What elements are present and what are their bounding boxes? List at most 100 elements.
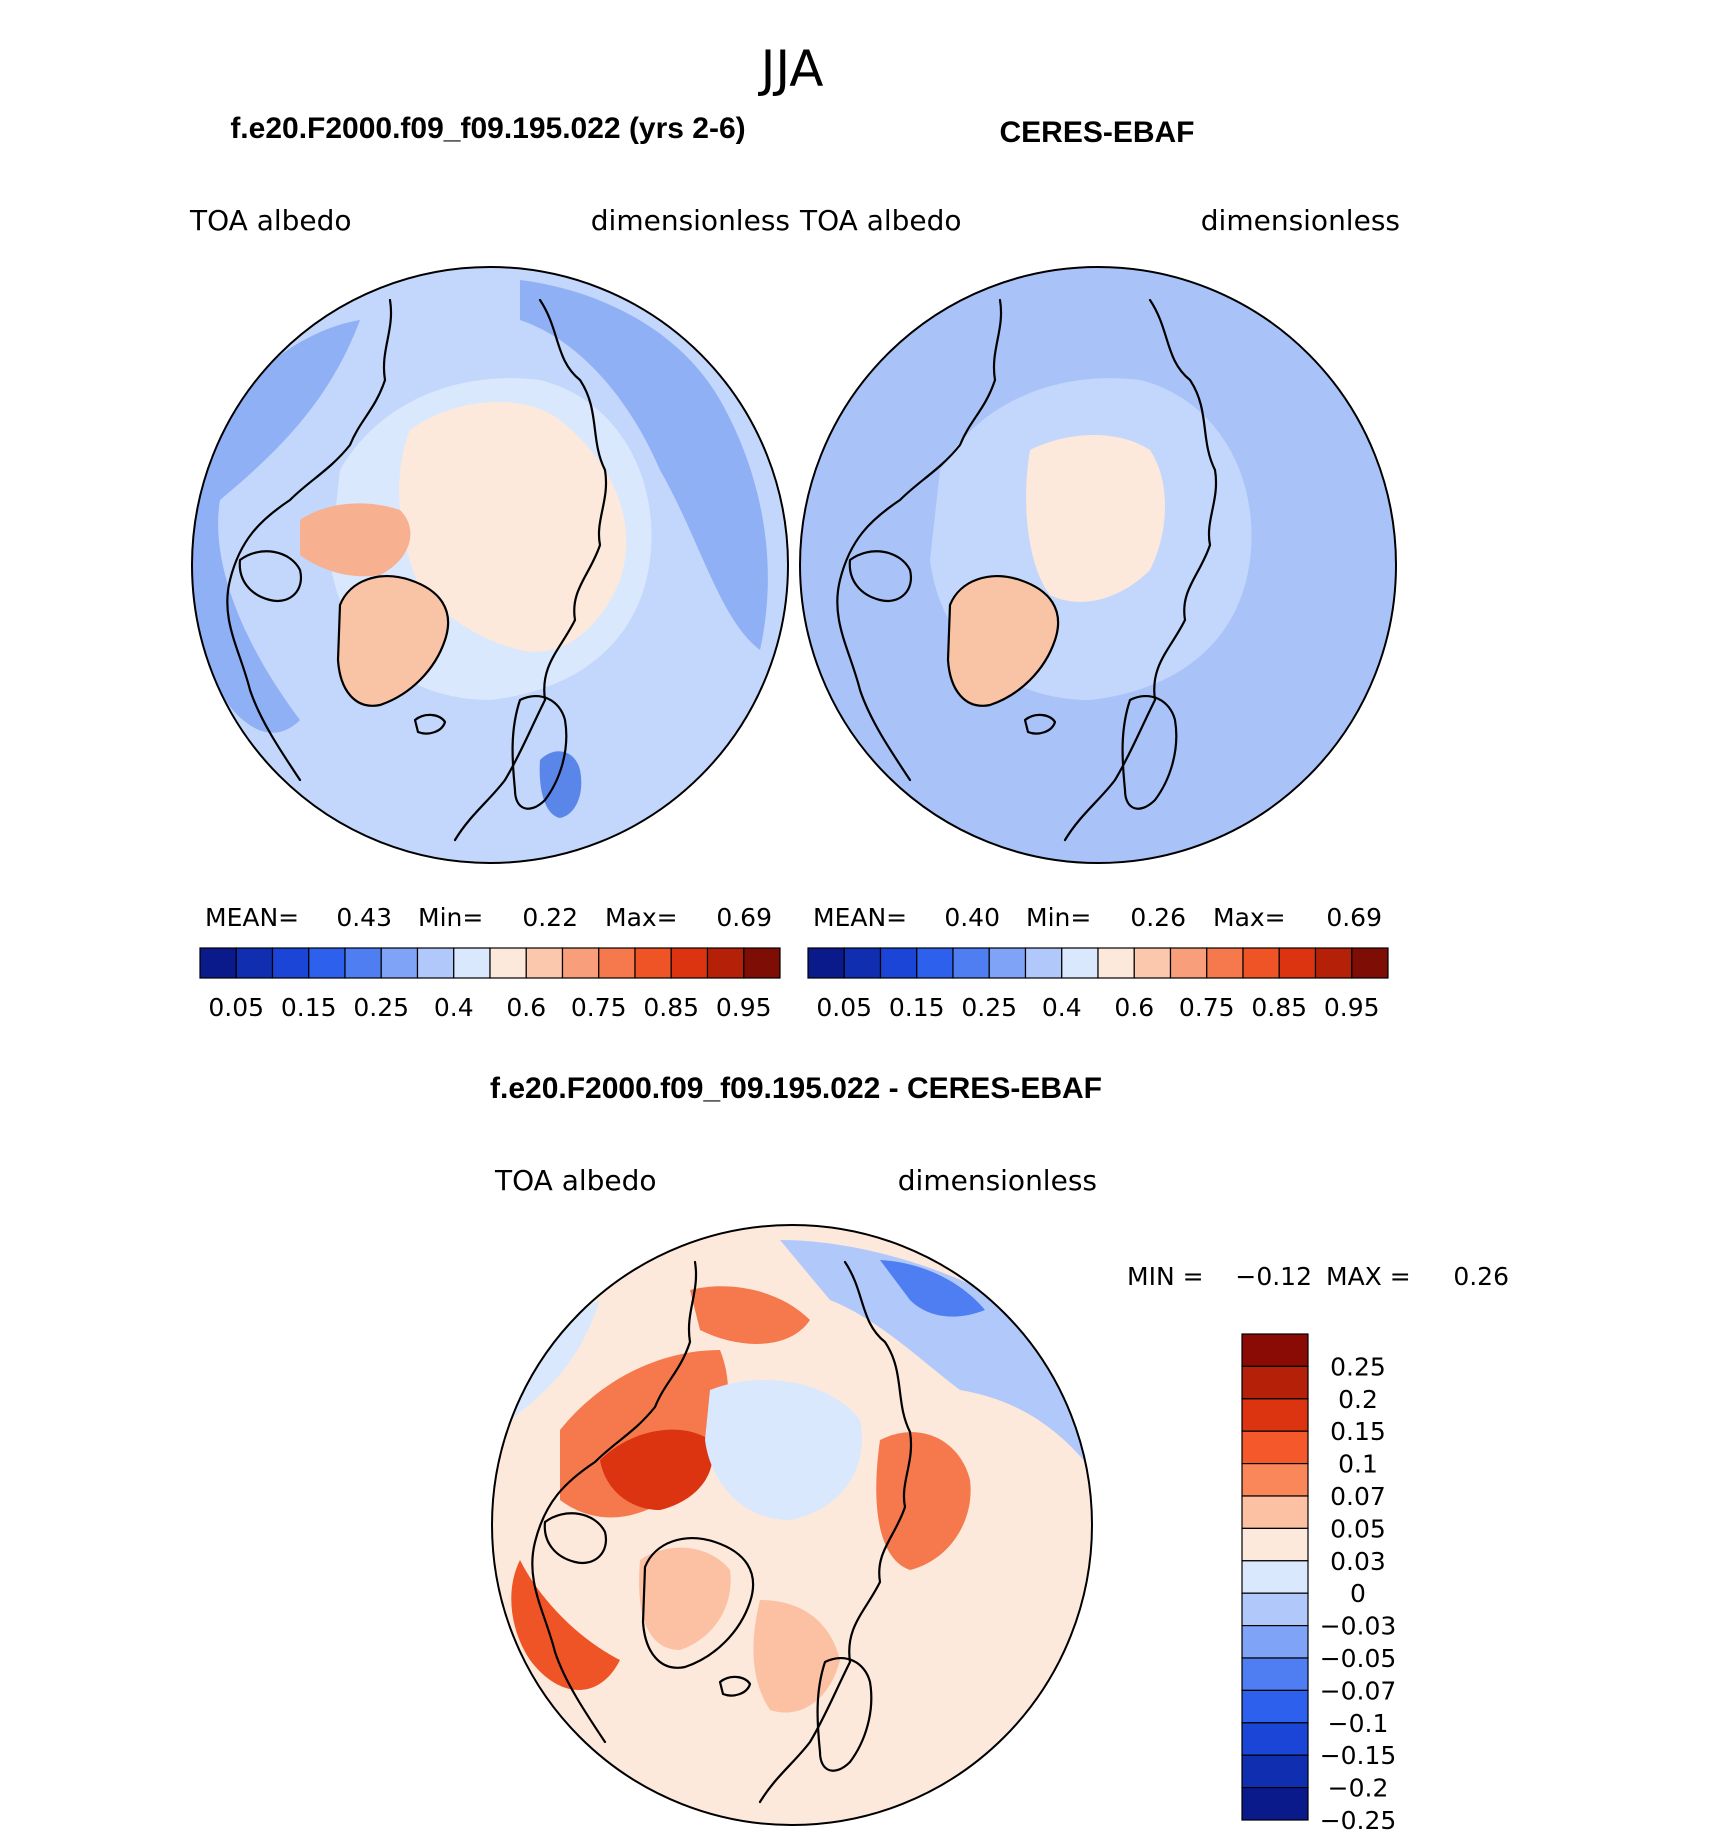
left-colorbar-swatch [308,947,346,979]
right-colorbar-swatch [1351,947,1389,979]
right-colorbar-swatch [879,947,918,979]
right-map-coastline-scandinavia [1121,695,1178,810]
difference-cool-pacific [780,1240,1092,1470]
left-colorbar-tick-label: 0.95 [716,993,772,1022]
difference-warm-greenland [639,1547,731,1650]
difference-colorbar-swatch [1241,1786,1309,1821]
right-colorbar-swatch [1314,947,1353,979]
left-colorbar-swatch [706,947,745,979]
difference-max-label: MAX = [1326,1262,1411,1291]
right-colorbar-swatch [916,947,954,979]
right-mean-value: 0.40 [944,903,1000,932]
right-colorbar-swatch [988,947,1027,979]
difference-coastline-hudson [543,1512,608,1565]
left-colorbar-swatch [670,947,709,979]
right-map-coastline-hudson [848,550,913,603]
right-colorbar-tick-label: 0.85 [1251,993,1307,1022]
left-colorbar-swatch [598,947,636,979]
difference-warm-labrador [511,1560,620,1690]
difference-polar-map [491,1224,1093,1826]
right-min-label: Min= [1026,903,1091,932]
right-colorbar-tick-label: 0.05 [816,993,872,1022]
left-map-low-albedo-atlantic [192,320,360,733]
left-colorbar-swatch [525,947,564,979]
right-colorbar-swatch [1206,947,1244,979]
left-colorbar-swatch [235,947,274,979]
difference-colorbar-swatch [1241,1527,1309,1562]
difference-strong-cool-bering [880,1260,985,1317]
figure-title: JJA [758,40,824,98]
difference-warm-east-siberia [876,1432,971,1570]
right-colorbar-swatch [1169,947,1208,979]
right-map-outline [799,266,1397,864]
left-colorbar-tick-label: 0.15 [281,993,337,1022]
left-map-low-albedo-pacific [520,280,768,650]
difference-colorbar: 0.25 0.2 0.15 0.1 0.07 0.05 0.03 0 −0.03 −0.05 −0.… [1241,1333,1397,1835]
difference-colorbar-swatch [1241,1462,1309,1497]
difference-colorbar-swatch [1241,1722,1309,1756]
left-map-archipelago-field [300,503,411,577]
left-max-value: 0.69 [716,903,772,932]
left-colorbar-swatch [743,947,781,979]
right-colorbar-tick-label: 0.95 [1324,993,1380,1022]
right-colorbar-swatch [1242,947,1280,979]
difference-units-label: dimensionless [898,1164,1097,1197]
left-colorbar-tick-label: 0.6 [506,993,546,1022]
right-max-value: 0.69 [1326,903,1382,932]
right-colorbar-swatch [1024,947,1063,979]
right-colorbar-swatch [843,947,882,979]
difference-colorbar-label: −0.25 [1320,1806,1397,1835]
difference-colorbar-swatch [1241,1689,1309,1724]
difference-colorbar-label: 0.03 [1330,1547,1386,1576]
right-colorbar-swatch [1097,947,1135,979]
difference-colorbar-label: 0.1 [1338,1450,1378,1479]
left-map-greenland-field [338,576,449,706]
difference-colorbar-label: 0 [1350,1579,1366,1608]
difference-colorbar-swatch [1241,1754,1309,1789]
left-colorbar-swatch [634,947,672,979]
right-map-coastline-greenland [946,575,1060,707]
difference-min-label: MIN = [1127,1262,1204,1291]
left-map-sea-ice-field [399,401,627,652]
difference-warm-siberia-north [690,1286,810,1344]
right-panel-stats: MEAN= 0.40 Min= 0.26 Max= 0.69 [813,903,1382,932]
difference-colorbar-label: −0.05 [1320,1644,1397,1673]
left-colorbar-tick-label: 0.75 [571,993,627,1022]
difference-colorbar-label: 0.05 [1330,1514,1386,1543]
left-map-coastline-greenland [336,575,450,707]
left-colorbar-tick-label: 0.4 [434,993,474,1022]
left-colorbar-swatch [416,947,455,979]
left-panel-stats: MEAN= 0.43 Min= 0.22 Max= 0.69 [205,903,772,932]
left-map-outline [191,266,789,864]
difference-min-value: −0.12 [1235,1262,1312,1291]
right-mean-label: MEAN= [813,903,907,932]
difference-variable-label: TOA albedo [494,1164,657,1197]
left-min-value: 0.22 [522,903,578,932]
difference-map-outline [491,1224,1093,1826]
left-colorbar-tick-label: 0.85 [643,993,699,1022]
right-max-label: Max= [1213,903,1286,932]
left-colorbar-swatch [453,947,491,979]
left-mean-label: MEAN= [205,903,299,932]
right-colorbar-tick-label: 0.15 [889,993,945,1022]
right-colorbar-swatch [807,947,845,979]
left-map-coastline-hudson [238,550,303,603]
difference-warm-scandinavia [753,1600,840,1713]
difference-colorbar-swatch [1241,1398,1309,1432]
left-panel-variable-label: TOA albedo [189,204,352,237]
right-colorbar-swatch [952,947,990,979]
difference-colorbar-label: 0.2 [1338,1385,1378,1414]
left-panel-units-label: dimensionless [591,204,790,237]
right-colorbar-tick-label: 0.75 [1179,993,1235,1022]
difference-colorbar-swatch [1241,1592,1309,1627]
difference-colorbar-label: 0.07 [1330,1482,1386,1511]
difference-max-value: 0.26 [1453,1262,1509,1291]
left-colorbar-swatch [561,947,600,979]
difference-cool-central-arctic [705,1380,862,1520]
difference-colorbar-label: −0.07 [1320,1676,1397,1705]
difference-colorbar-label: −0.2 [1328,1774,1389,1803]
difference-colorbar-label: 0.25 [1330,1352,1386,1381]
difference-colorbar-swatch [1241,1657,1309,1692]
left-polar-map [191,266,789,864]
